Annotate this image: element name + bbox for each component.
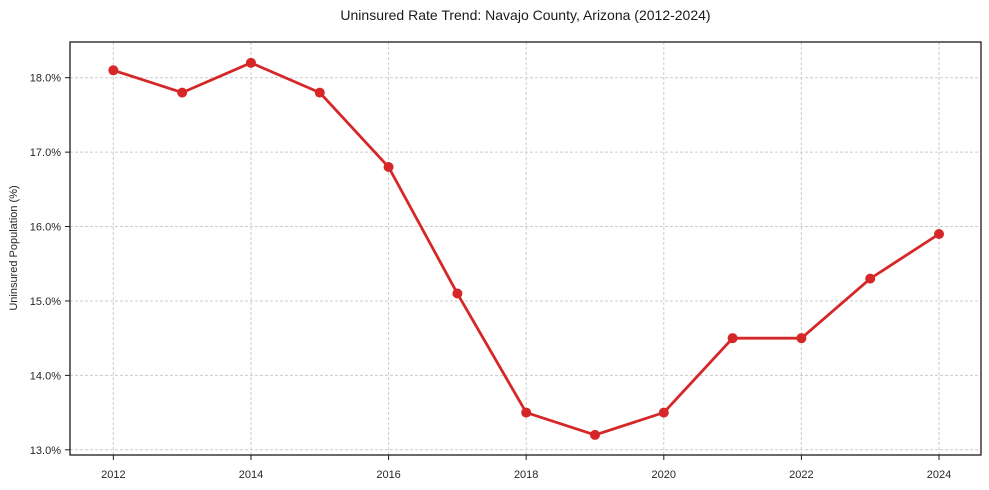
data-point-marker [589,429,600,440]
data-point-marker [452,288,463,299]
y-tick-label: 14.0% [30,370,61,382]
y-tick-label: 16.0% [30,222,61,234]
data-point-marker [383,162,394,173]
data-point-marker [658,407,669,418]
data-point-marker [934,228,945,239]
x-tick-label: 2022 [789,469,813,481]
y-tick-label: 15.0% [30,296,61,308]
data-point-marker [245,57,256,68]
data-point-marker [521,407,532,418]
x-tick-label: 2024 [927,469,951,481]
y-tick-label: 17.0% [30,147,61,159]
y-tick-label: 18.0% [30,73,61,85]
plot-border [69,41,982,456]
chart-title: Uninsured Rate Trend: Navajo County, Ari… [340,7,711,23]
x-tick-label: 2018 [514,469,538,481]
x-tick-label: 2016 [376,469,400,481]
data-point-marker [796,333,807,344]
data-point-marker [865,273,876,284]
data-point-marker [727,333,738,344]
data-point-marker [177,87,188,98]
data-point-marker [108,65,119,76]
y-tick-label: 13.0% [30,445,61,457]
x-tick-label: 2020 [652,469,676,481]
data-point-marker [314,87,325,98]
x-tick-label: 2014 [239,469,263,481]
x-tick-label: 2012 [101,469,125,481]
